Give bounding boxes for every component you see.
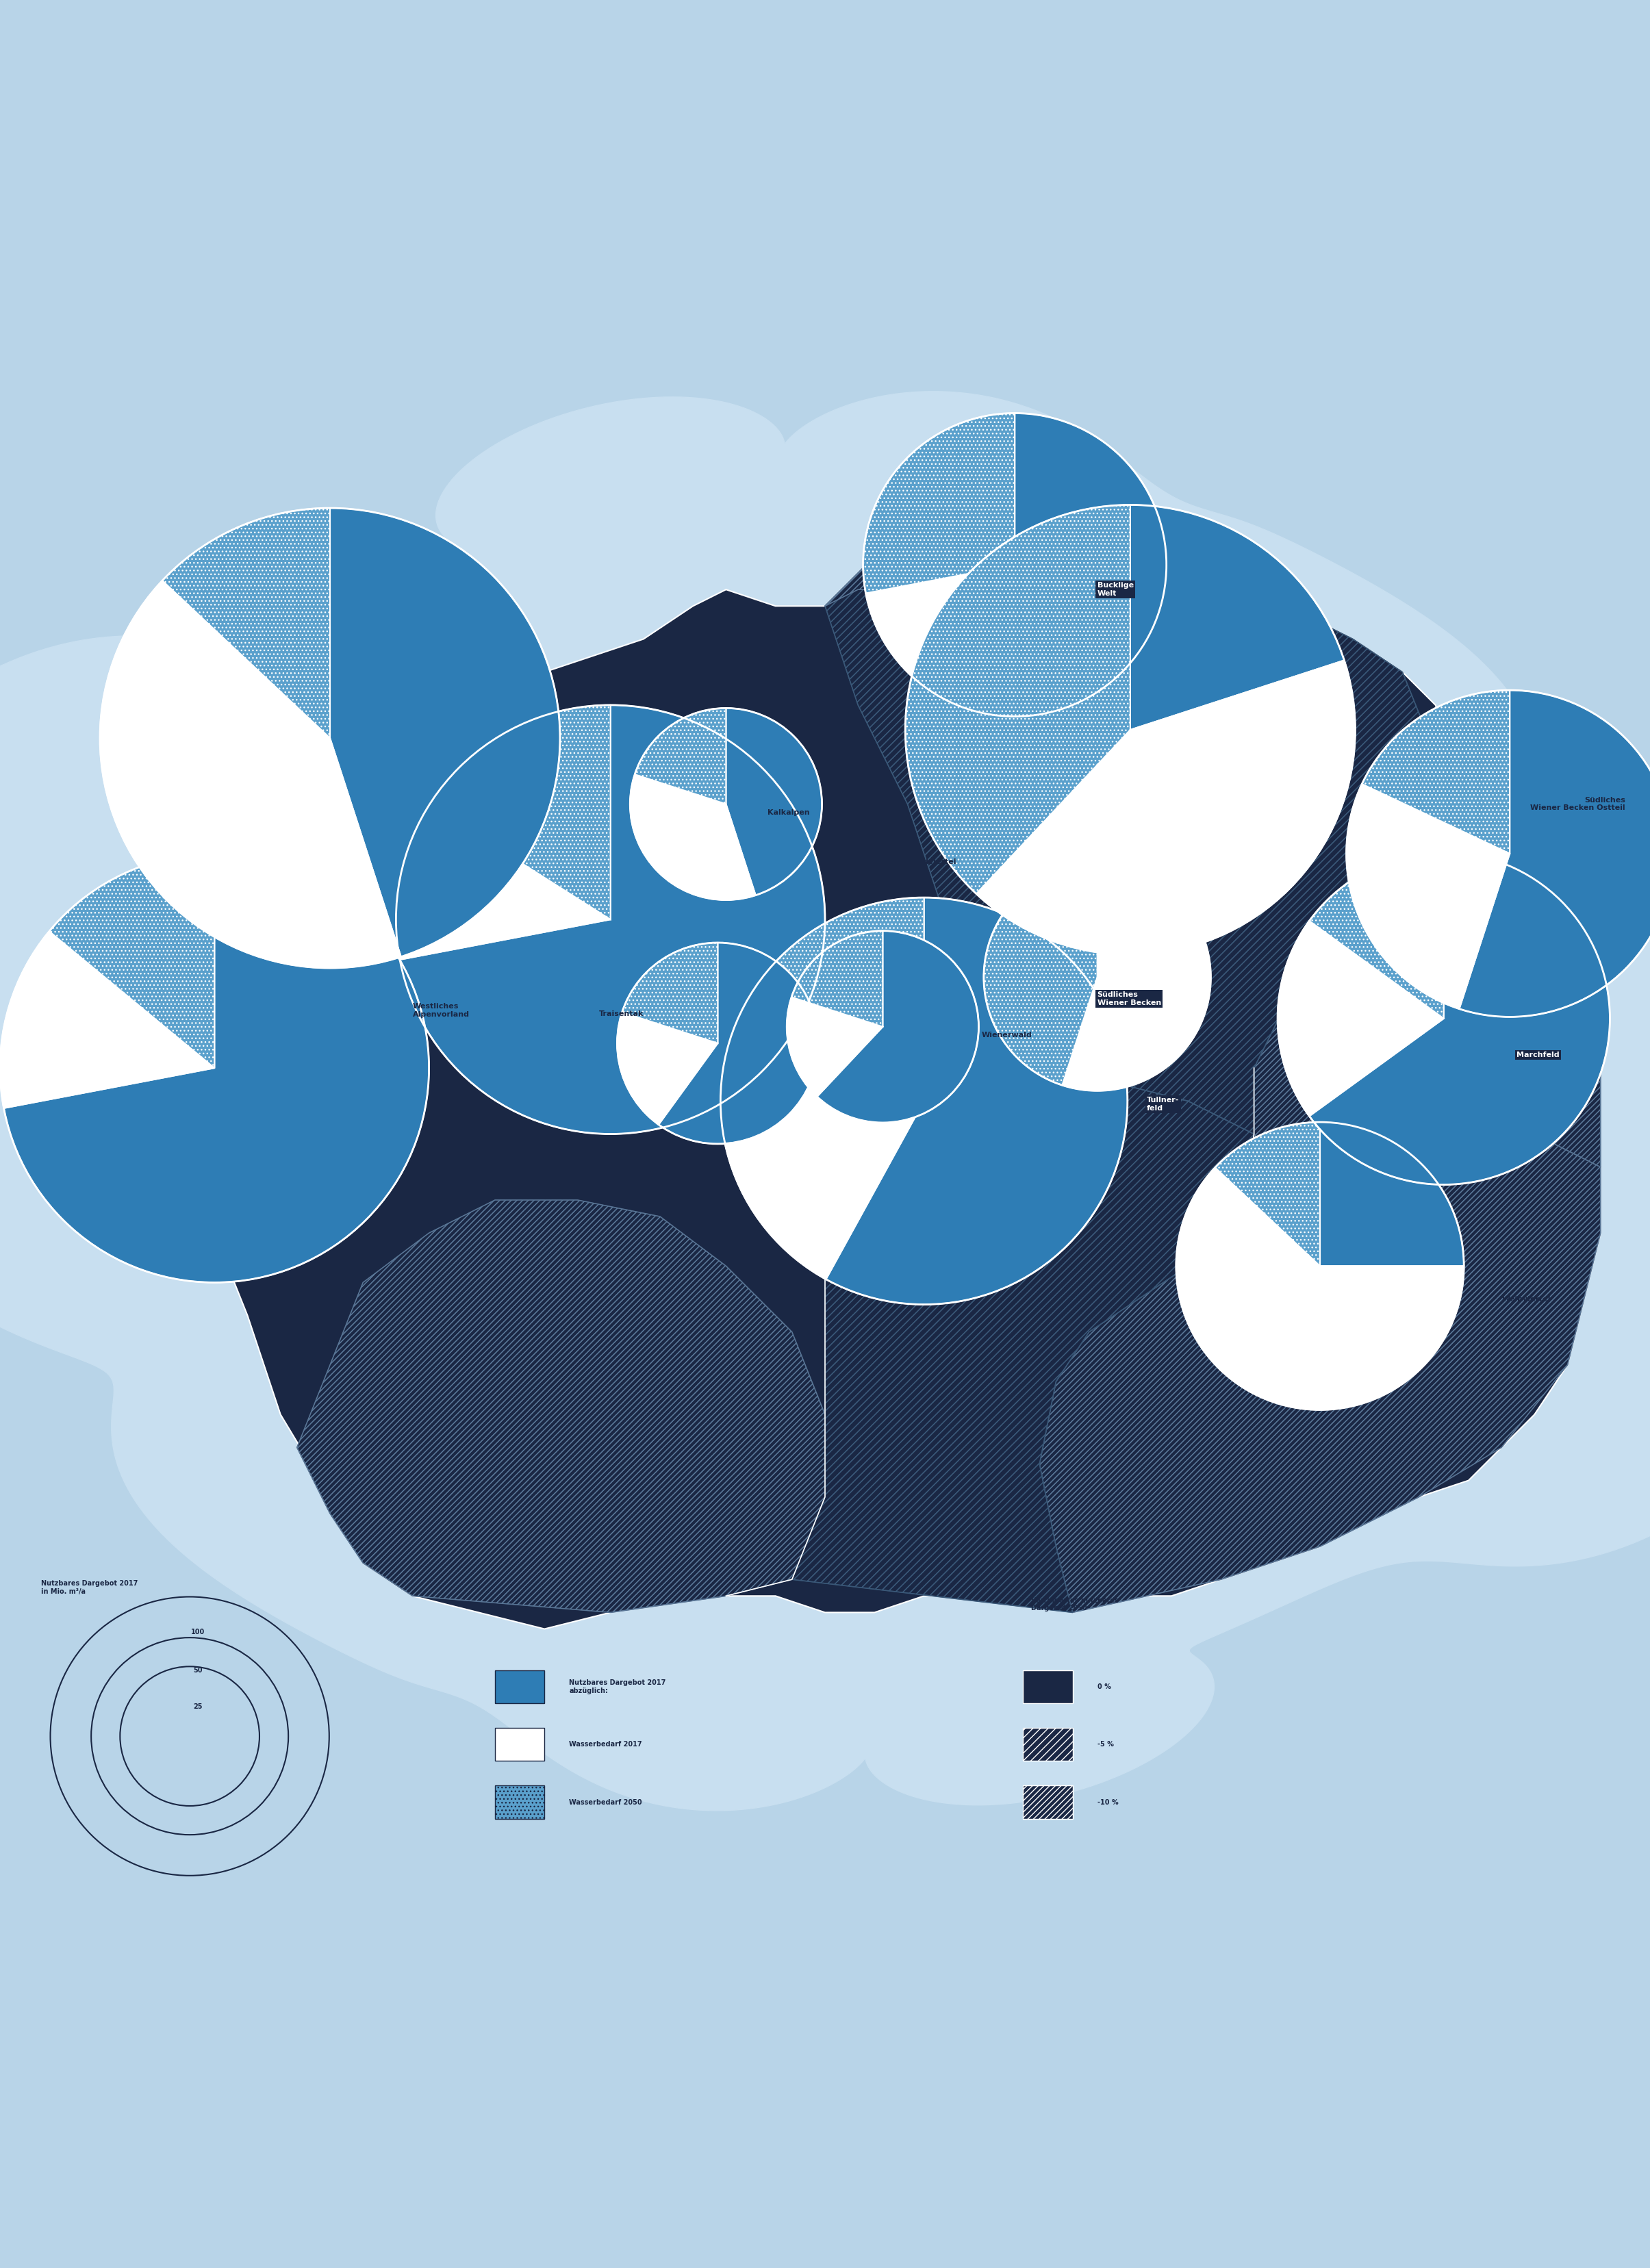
Polygon shape <box>1310 853 1444 1018</box>
Polygon shape <box>1130 506 1345 730</box>
Text: Nutzbares Dargebot 2017
abzüglich:: Nutzbares Dargebot 2017 abzüglich: <box>569 1678 667 1694</box>
Polygon shape <box>983 864 1097 1084</box>
Polygon shape <box>3 853 429 1281</box>
Polygon shape <box>0 392 1650 1810</box>
Polygon shape <box>906 506 1130 894</box>
Polygon shape <box>726 708 822 896</box>
Polygon shape <box>330 508 559 957</box>
Polygon shape <box>396 805 610 959</box>
Text: -10 %: -10 % <box>1097 1799 1119 1805</box>
Polygon shape <box>792 1084 1254 1613</box>
Polygon shape <box>825 424 1089 606</box>
Polygon shape <box>630 773 756 900</box>
Polygon shape <box>1310 853 1610 1184</box>
Polygon shape <box>827 898 1127 1304</box>
Polygon shape <box>866 565 1087 717</box>
FancyBboxPatch shape <box>1023 1785 1072 1819</box>
Text: 50: 50 <box>193 1667 203 1674</box>
Polygon shape <box>1214 1123 1320 1266</box>
Polygon shape <box>863 413 1015 594</box>
Polygon shape <box>429 705 610 919</box>
Text: Marchfeld: Marchfeld <box>1516 1052 1559 1059</box>
Text: Traisentak: Traisentak <box>599 1009 644 1016</box>
Text: Wienerwald: Wienerwald <box>982 1032 1033 1039</box>
Polygon shape <box>731 898 924 1100</box>
Text: Kalkalpen: Kalkalpen <box>767 810 810 816</box>
Polygon shape <box>1459 689 1650 1016</box>
Text: Südliches
Wiener Becken: Südliches Wiener Becken <box>1097 991 1162 1007</box>
Polygon shape <box>1063 864 1211 1091</box>
Text: Südliches
Wiener Becken Ostteil: Südliches Wiener Becken Ostteil <box>1530 796 1625 812</box>
Polygon shape <box>787 998 883 1098</box>
Polygon shape <box>658 943 818 1143</box>
Polygon shape <box>617 1012 718 1125</box>
Text: -5 %: -5 % <box>1097 1742 1114 1749</box>
Polygon shape <box>50 853 214 1068</box>
Text: 25: 25 <box>193 1703 203 1710</box>
Polygon shape <box>0 932 214 1109</box>
FancyBboxPatch shape <box>1023 1728 1072 1760</box>
Polygon shape <box>792 930 883 1027</box>
Polygon shape <box>977 660 1355 955</box>
Text: Nutzbares Dargebot 2017
in Mio. m³/a: Nutzbares Dargebot 2017 in Mio. m³/a <box>41 1581 139 1594</box>
Text: Weinviertel: Weinviertel <box>1502 1295 1551 1302</box>
Polygon shape <box>622 943 718 1043</box>
Text: 100: 100 <box>191 1628 205 1635</box>
FancyBboxPatch shape <box>495 1785 544 1819</box>
Text: Bucklige
Welt: Bucklige Welt <box>1097 583 1134 596</box>
Text: Waldviertel: Waldviertel <box>908 857 957 864</box>
Polygon shape <box>101 581 401 968</box>
Polygon shape <box>1176 1168 1464 1411</box>
Polygon shape <box>399 705 825 1134</box>
Polygon shape <box>825 424 1468 1134</box>
Polygon shape <box>1277 921 1444 1116</box>
Polygon shape <box>198 424 1600 1628</box>
Polygon shape <box>297 1200 825 1613</box>
Text: Tullner-
feld: Tullner- feld <box>1147 1098 1180 1111</box>
Polygon shape <box>1015 413 1167 699</box>
Polygon shape <box>721 1039 924 1279</box>
FancyBboxPatch shape <box>495 1728 544 1760</box>
Polygon shape <box>1254 837 1600 1200</box>
FancyBboxPatch shape <box>495 1669 544 1703</box>
Text: Verringertes nutzbares
Dargebot 2050: Verringertes nutzbares Dargebot 2050 <box>1031 1597 1119 1613</box>
Polygon shape <box>162 508 330 737</box>
Text: Wasserbedarf 2050: Wasserbedarf 2050 <box>569 1799 642 1805</box>
Polygon shape <box>1320 1123 1464 1266</box>
Text: Westliches
Alpenvorland: Westliches Alpenvorland <box>412 1002 469 1018</box>
Polygon shape <box>1040 1134 1600 1613</box>
Polygon shape <box>635 708 726 805</box>
Text: Wasserbedarf 2017: Wasserbedarf 2017 <box>569 1742 642 1749</box>
Polygon shape <box>817 930 978 1123</box>
Polygon shape <box>1361 689 1510 853</box>
Polygon shape <box>1346 785 1510 1009</box>
FancyBboxPatch shape <box>1023 1669 1072 1703</box>
Text: 0 %: 0 % <box>1097 1683 1110 1690</box>
